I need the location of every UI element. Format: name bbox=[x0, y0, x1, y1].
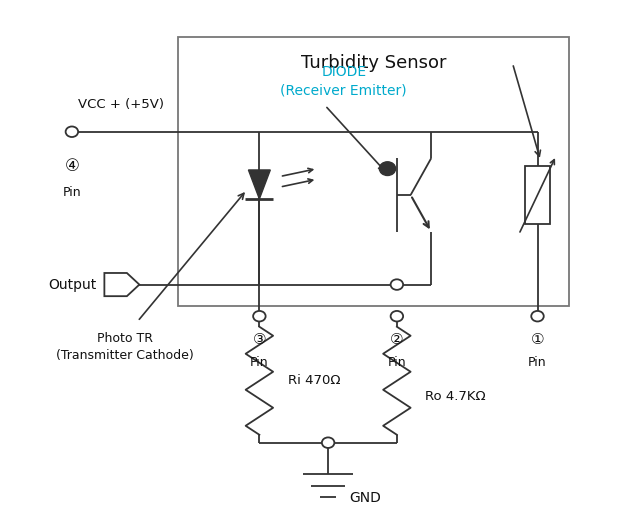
Circle shape bbox=[66, 126, 78, 137]
Circle shape bbox=[253, 311, 266, 321]
Circle shape bbox=[391, 311, 403, 321]
Text: ②: ② bbox=[390, 332, 404, 347]
Circle shape bbox=[531, 311, 544, 321]
Polygon shape bbox=[248, 170, 270, 199]
Text: VCC + (+5V): VCC + (+5V) bbox=[78, 97, 164, 111]
Bar bbox=[178, 37, 569, 306]
Text: Pin: Pin bbox=[62, 186, 81, 199]
Text: Output: Output bbox=[49, 278, 97, 291]
Text: Pin: Pin bbox=[388, 356, 406, 369]
Text: Pin: Pin bbox=[528, 356, 547, 369]
Text: Ri 470Ω: Ri 470Ω bbox=[288, 374, 340, 387]
Text: DIODE
(Receiver Emitter): DIODE (Receiver Emitter) bbox=[281, 65, 407, 98]
Text: Ro 4.7KΩ: Ro 4.7KΩ bbox=[425, 390, 486, 403]
Text: Turbidity Sensor: Turbidity Sensor bbox=[301, 54, 446, 72]
Text: Photo TR
(Transmitter Cathode): Photo TR (Transmitter Cathode) bbox=[56, 332, 194, 362]
Text: ④: ④ bbox=[64, 157, 79, 175]
Text: Pin: Pin bbox=[250, 356, 269, 369]
Text: GND: GND bbox=[350, 491, 381, 505]
Bar bbox=[525, 166, 550, 224]
Polygon shape bbox=[104, 273, 139, 296]
Text: ①: ① bbox=[531, 332, 544, 347]
Circle shape bbox=[391, 279, 403, 290]
Circle shape bbox=[322, 437, 334, 448]
Circle shape bbox=[379, 162, 396, 175]
Text: ③: ③ bbox=[253, 332, 266, 347]
